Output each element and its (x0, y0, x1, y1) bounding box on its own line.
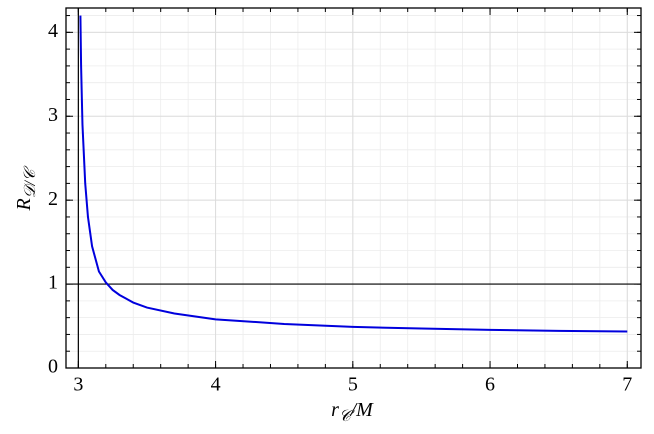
x-axis-label: r𝒞/M (331, 399, 374, 425)
y-tick-label: 3 (48, 104, 58, 126)
y-label-base: R (13, 198, 35, 211)
plot-frame (65, 7, 642, 369)
x-label-base: r (331, 399, 339, 421)
grid (66, 8, 641, 369)
y-tick-label: 0 (48, 356, 58, 378)
axes: 3 4 5 6 7 0 1 2 3 4 (48, 8, 641, 396)
x-tick-label: 3 (73, 374, 83, 396)
x-tick-label: 4 (211, 374, 221, 396)
x-tick-label: 5 (348, 374, 358, 396)
data-line (79, 15, 628, 333)
y-axis-label: R𝒟/𝒞 (13, 165, 39, 211)
plot-area (66, 8, 641, 368)
x-label-rest: /M (350, 399, 375, 421)
x-tick-label: 6 (485, 374, 495, 396)
y-label-sub: 𝒟/𝒞 (22, 165, 39, 198)
y-tick-label: 4 (48, 20, 58, 42)
x-tick-label: 7 (622, 374, 632, 396)
y-tick-label: 2 (48, 188, 58, 210)
y-tick-label: 1 (48, 272, 58, 294)
